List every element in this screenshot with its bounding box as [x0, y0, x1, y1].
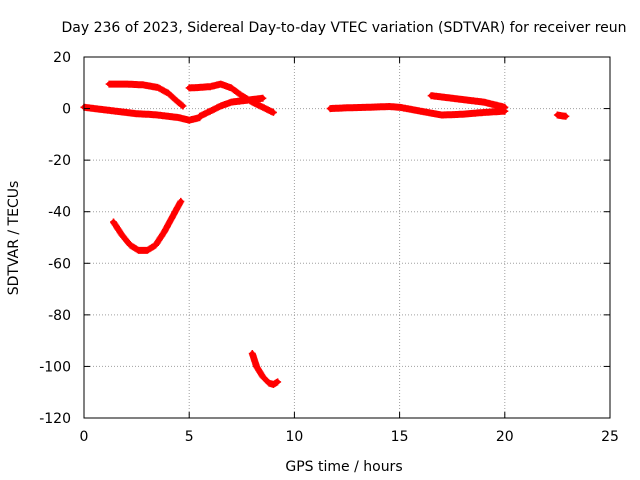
x-tick-label: 0 [80, 429, 89, 445]
x-tick-label: 10 [285, 429, 303, 445]
x-tick-label: 25 [601, 429, 619, 445]
y-tick-label: 20 [53, 50, 71, 66]
series-arc-4 [196, 94, 267, 120]
y-axis-title: SDTVAR / TECUs [6, 181, 22, 296]
series-markers [110, 197, 185, 254]
x-tick-label: 20 [496, 429, 514, 445]
series-arc-8 [427, 92, 509, 111]
x-tick-label: 5 [185, 429, 194, 445]
series-arc-9 [553, 111, 570, 120]
series-arc-6 [248, 350, 282, 388]
y-tick-label: -20 [48, 153, 71, 169]
chart-title: Day 236 of 2023, Sidereal Day-to-day VTE… [61, 20, 626, 36]
y-tick-label: -120 [39, 411, 71, 427]
grid-lines [84, 57, 610, 418]
y-tick-label: -100 [39, 359, 71, 375]
series-arc-2 [105, 80, 187, 110]
series-markers [196, 94, 267, 120]
x-axis-title: GPS time / hours [285, 459, 402, 475]
series-arc-1 [80, 103, 204, 124]
series-markers [427, 92, 509, 111]
series-arc-7 [326, 103, 509, 119]
series-arc-5 [110, 197, 185, 254]
data-points [80, 80, 570, 388]
plot-frame [83, 56, 611, 419]
series-markers [248, 350, 282, 388]
y-tick-label: 0 [62, 102, 71, 118]
series-markers [105, 80, 187, 110]
series-markers [326, 103, 509, 119]
y-tick-label: -80 [48, 308, 71, 324]
axis-ticks: 0 5 10 15 20 25 20 0 -20 -40 -60 -80 -100 -120 [39, 50, 619, 445]
y-tick-label: -40 [48, 205, 71, 221]
series-markers [553, 111, 570, 120]
x-tick-label: 15 [391, 429, 409, 445]
y-tick-label: -60 [48, 256, 71, 272]
